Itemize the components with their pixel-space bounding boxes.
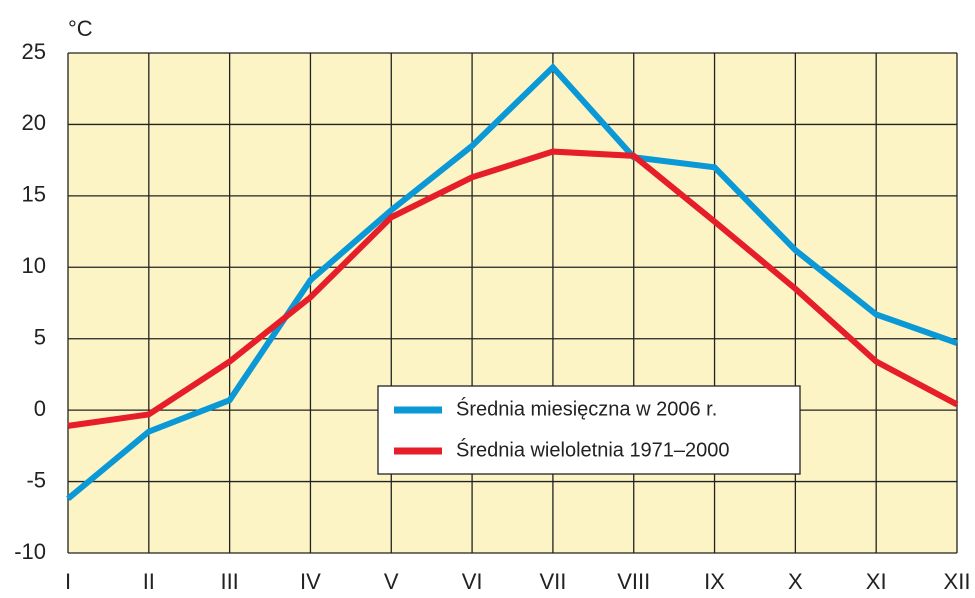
series-line [67, 148, 959, 429]
x-tick-label: VIII [617, 569, 650, 594]
x-tick-label: X [788, 569, 803, 594]
y-tick-label: -5 [26, 467, 46, 492]
y-tick-label: 20 [22, 110, 46, 135]
x-tick-label: VI [462, 569, 483, 594]
x-tick-label: IX [704, 569, 725, 594]
x-tick-label: IV [300, 569, 321, 594]
x-tick-label: XII [944, 569, 971, 594]
y-axis-label: °C [68, 16, 93, 41]
legend-label: Średnia miesięczna w 2006 r. [456, 396, 717, 420]
y-tick-label: 15 [22, 182, 46, 207]
series-line [66, 62, 958, 502]
y-tick-label: 10 [22, 253, 46, 278]
x-tick-label: XI [866, 569, 887, 594]
y-tick-label: 25 [22, 39, 46, 64]
plot-background [68, 53, 957, 553]
x-tick-label: VII [539, 569, 566, 594]
y-tick-label: -10 [14, 539, 46, 564]
x-tick-label: II [143, 569, 155, 594]
legend-box [377, 385, 801, 475]
y-tick-label: 5 [34, 325, 46, 350]
x-tick-label: I [65, 569, 71, 594]
x-tick-label: V [384, 569, 399, 594]
x-tick-label: III [220, 569, 238, 594]
y-tick-label: 0 [34, 396, 46, 421]
legend-label: Średnia wieloletnia 1971–2000 [456, 437, 730, 461]
